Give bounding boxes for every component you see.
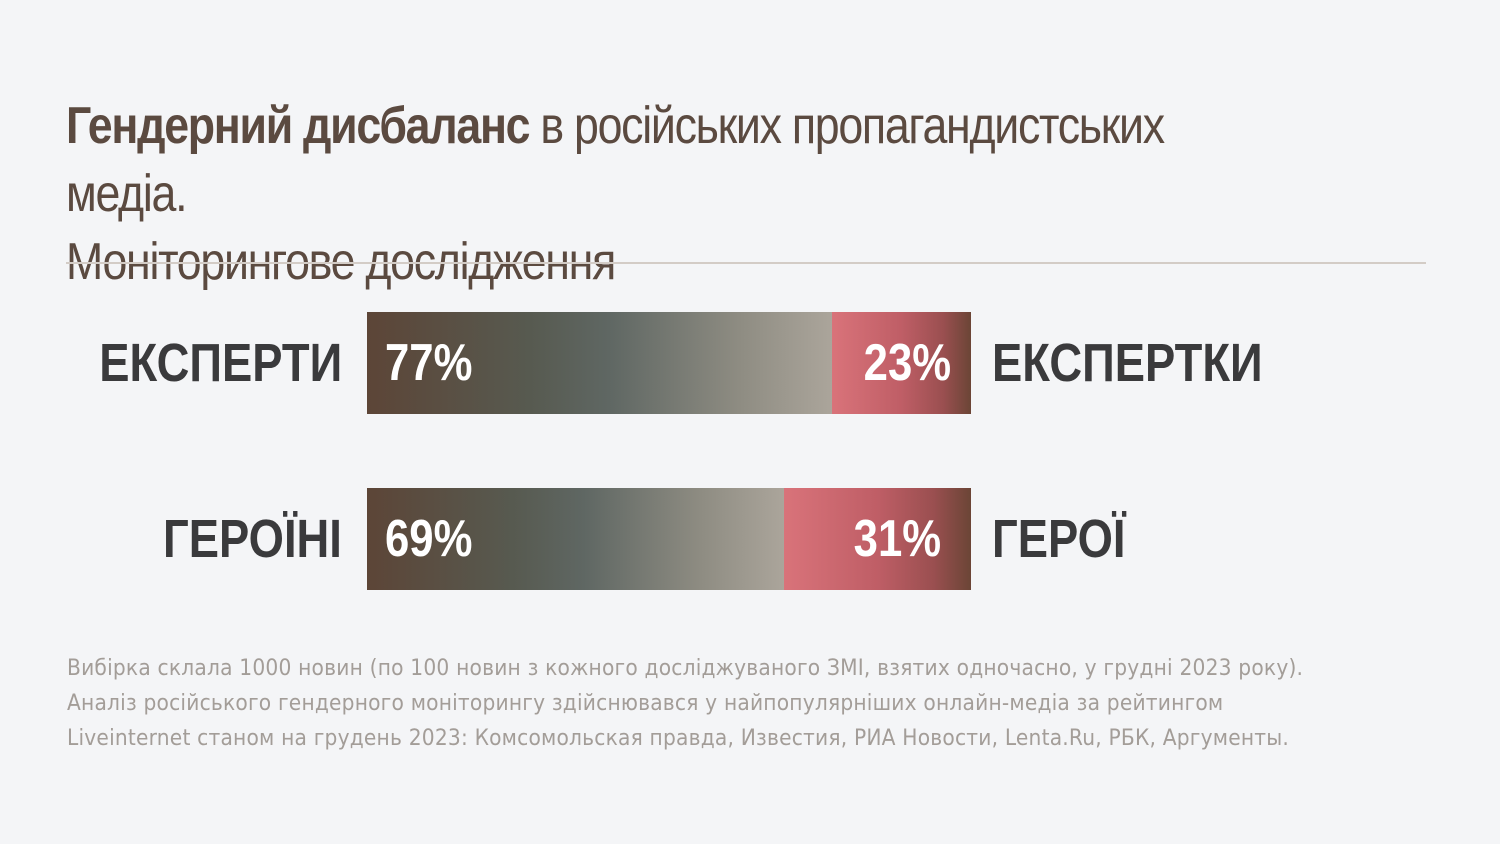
row-2-left-label: ГЕРОЇНІ (163, 509, 342, 569)
row-2-left-segment (367, 488, 784, 590)
footnote-line-3: Liveinternet станом на грудень 2023: Ком… (67, 726, 1290, 751)
footnote-line-1: Вибірка склала 1000 новин (по 100 новин … (67, 656, 1304, 681)
chart-title: Гендерний дисбаланс в російських пропага… (66, 92, 1270, 296)
row-1-left-label: ЕКСПЕРТИ (99, 333, 342, 393)
footnote: Вибірка склала 1000 новин (по 100 новин … (67, 651, 1373, 756)
row-1-right-segment (832, 312, 971, 414)
row-1-right-value: 23% (863, 334, 951, 392)
title-bold: Гендерний дисбаланс (66, 97, 531, 155)
title-rest: в російських пропагандистських медіа. (66, 97, 1165, 223)
row-2-left-value: 69% (385, 510, 473, 568)
row-2-right-value: 31% (853, 510, 941, 568)
row-1-bar: 77% 23% (367, 312, 971, 414)
row-1-right-label: ЕКСПЕРТКИ (992, 333, 1263, 393)
row-1-left-segment (367, 312, 833, 414)
divider (66, 262, 1426, 264)
row-1-left-value: 77% (385, 334, 473, 392)
title-line-1: Гендерний дисбаланс в російських пропага… (66, 92, 1270, 228)
row-2-bar: 69% 31% (367, 488, 971, 590)
footnote-line-2: Аналіз російського гендерного моніторинг… (67, 691, 1224, 716)
row-2-right-segment (783, 488, 971, 590)
row-2-right-label: ГЕРОЇ (992, 509, 1126, 569)
